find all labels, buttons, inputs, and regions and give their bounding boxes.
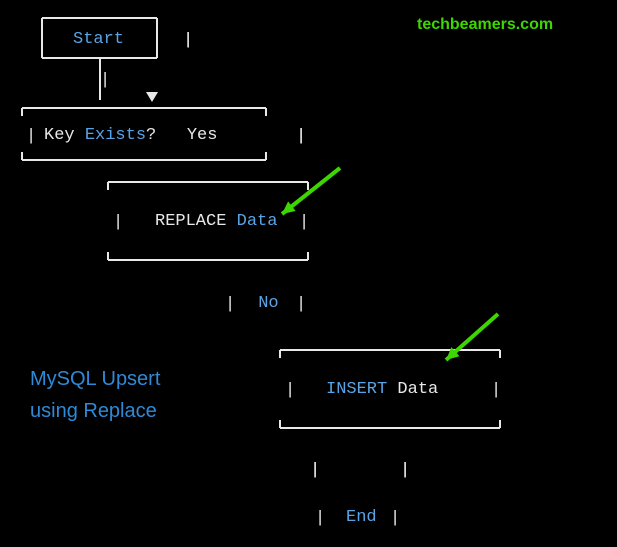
node-no: No	[248, 294, 289, 313]
watermark-text: techbeamers.com	[417, 16, 553, 34]
svg-text:|: |	[400, 461, 410, 480]
caption-line-1: MySQL Upsert	[30, 368, 160, 391]
svg-text:|: |	[183, 31, 193, 50]
node-insert: INSERT Data	[326, 380, 438, 399]
svg-text:|: |	[315, 509, 325, 528]
svg-text:|: |	[296, 295, 306, 314]
caption-line-2: using Replace	[30, 400, 157, 423]
node-decision: Key Exists? Yes	[44, 126, 217, 145]
svg-text:|: |	[310, 461, 320, 480]
svg-text:|: |	[390, 509, 400, 528]
svg-text:|: |	[26, 127, 36, 146]
svg-text:|: |	[100, 71, 110, 90]
node-start: Start	[73, 30, 124, 49]
node-end: End	[346, 508, 377, 527]
svg-text:|: |	[113, 213, 123, 232]
svg-text:|: |	[299, 213, 309, 232]
node-replace: REPLACE Data	[155, 212, 277, 231]
svg-text:|: |	[285, 381, 295, 400]
svg-text:|: |	[296, 127, 306, 146]
svg-text:|: |	[225, 295, 235, 314]
svg-text:|: |	[491, 381, 501, 400]
